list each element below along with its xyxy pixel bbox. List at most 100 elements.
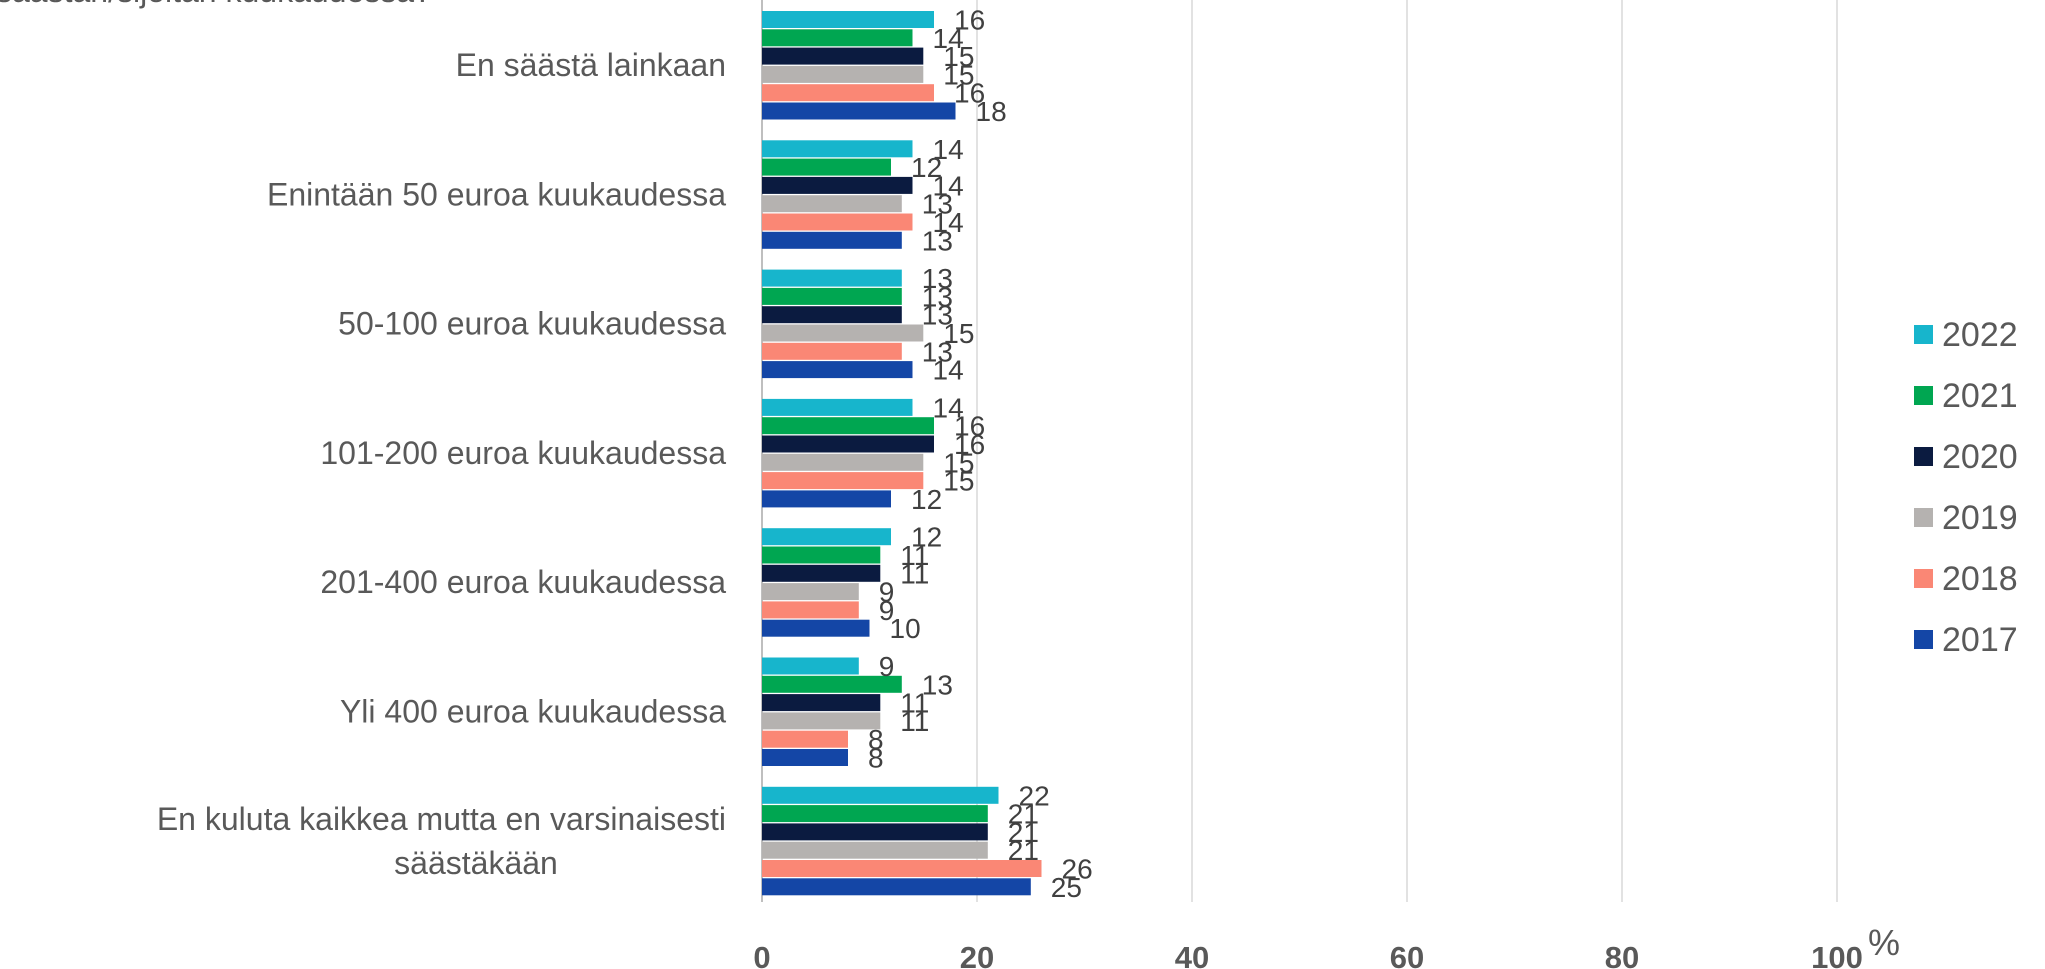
data-label: 8 (868, 724, 884, 755)
data-label: 26 (1062, 854, 1093, 885)
data-label: 16 (954, 411, 985, 442)
bar-2021 (762, 29, 913, 47)
data-label: 13 (922, 225, 953, 256)
bar-2020 (762, 47, 924, 65)
legend-label-2018: 2018 (1942, 560, 2018, 598)
data-label: 22 (1019, 780, 1050, 811)
data-label: 13 (922, 336, 953, 367)
data-label: 13 (922, 263, 953, 294)
bar-2022 (762, 528, 891, 546)
bar-2019 (762, 583, 859, 601)
bar-2022 (762, 140, 913, 158)
legend-label-2019: 2019 (1942, 499, 2018, 537)
data-label: 15 (943, 41, 974, 72)
category-label: Yli 400 euroa kuukaudessa (340, 694, 726, 730)
chart-title-layer: säästän/sijoitan kuukaudessa? (0, 0, 432, 9)
bar-2020 (762, 176, 913, 194)
data-label: 14 (933, 134, 964, 165)
legend-label-2021: 2021 (1942, 377, 2018, 415)
data-label: 9 (879, 595, 895, 626)
bar-2018 (762, 213, 913, 231)
data-label: 16 (954, 78, 985, 109)
legend-swatch-2019 (1914, 508, 1933, 527)
bar-2018 (762, 601, 859, 619)
legend-swatch-2018 (1914, 569, 1933, 588)
bar-2017 (762, 102, 956, 120)
bar-2020 (762, 823, 988, 841)
bar-2019 (762, 453, 924, 471)
data-label: 15 (943, 447, 974, 478)
category-label: Enintään 50 euroa kuukaudessa (267, 176, 726, 212)
legend-label-2022: 2022 (1942, 316, 2018, 354)
bar-2017 (762, 231, 902, 249)
legend-label-2017: 2017 (1942, 621, 2018, 659)
x-tick-label: 80 (1605, 940, 1639, 969)
bar-2019 (762, 324, 924, 342)
data-label: 14 (933, 170, 964, 201)
data-label: 12 (911, 152, 942, 183)
data-label: 16 (954, 429, 985, 460)
bar-2019 (762, 65, 924, 83)
data-label: 21 (1008, 817, 1039, 848)
category-label: 201-400 euroa kuukaudessa (320, 564, 726, 600)
bar-2021 (762, 287, 902, 305)
bar-2018 (762, 730, 848, 748)
x-tick-label: 20 (960, 940, 994, 969)
data-label: 21 (1008, 799, 1039, 830)
bar-2022 (762, 398, 913, 416)
data-label: 16 (954, 5, 985, 36)
data-label: 25 (1051, 872, 1082, 903)
data-label: 15 (943, 318, 974, 349)
legend-swatch-2022 (1914, 325, 1933, 344)
data-label: 11 (900, 706, 929, 737)
x-tick-label: 60 (1390, 940, 1424, 969)
data-label: 8 (868, 743, 884, 774)
data-label: 13 (922, 300, 953, 331)
bar-2022 (762, 11, 934, 28)
bar-2017 (762, 361, 913, 379)
data-label: 14 (933, 392, 964, 423)
data-label: 14 (933, 355, 964, 386)
bar-2017 (762, 749, 848, 766)
category-label: 50-100 euroa kuukaudessa (338, 306, 726, 342)
bar-2021 (762, 546, 881, 564)
category-label: 101-200 euroa kuukaudessa (320, 435, 726, 471)
data-label: 11 (900, 540, 929, 571)
data-label: 9 (879, 577, 895, 608)
data-labels: 1614131412922141213161113211514131611112… (868, 5, 1093, 903)
data-label: 15 (943, 59, 974, 90)
bar-2018 (762, 472, 924, 490)
bar-2019 (762, 712, 881, 730)
legend-label-2020: 2020 (1942, 438, 2018, 476)
chart-title: säästän/sijoitan kuukaudessa? (0, 0, 432, 9)
bar-2018 (762, 860, 1042, 877)
bar-2020 (762, 564, 881, 582)
bar-2019 (762, 841, 988, 859)
bar-2017 (762, 490, 891, 508)
bar-2021 (762, 805, 988, 823)
bar-2018 (762, 342, 902, 360)
data-label: 13 (922, 189, 953, 220)
bar-2022 (762, 657, 859, 675)
category-label: En kuluta kaikkea mutta en varsinaisesti… (157, 801, 726, 881)
data-label: 12 (911, 484, 942, 515)
x-tick-label: 0 (753, 940, 770, 969)
bar-2022 (762, 786, 999, 804)
data-label: 14 (933, 23, 964, 54)
bar-2020 (762, 435, 934, 453)
x-tick-label: 40 (1175, 940, 1209, 969)
data-label: 11 (900, 688, 929, 719)
bar-2021 (762, 675, 902, 693)
data-label: 12 (911, 522, 942, 553)
bar-2017 (762, 878, 1031, 896)
legend-swatch-2021 (1914, 386, 1933, 405)
x-axis: % 0 20 40 60 80 100 (753, 922, 1900, 969)
data-label: 10 (890, 613, 921, 644)
bar-2020 (762, 306, 902, 324)
data-label: 14 (933, 207, 964, 238)
data-label: 9 (879, 651, 895, 682)
data-label: 18 (976, 96, 1007, 127)
bar-2017 (762, 619, 870, 637)
bar-2020 (762, 694, 881, 712)
